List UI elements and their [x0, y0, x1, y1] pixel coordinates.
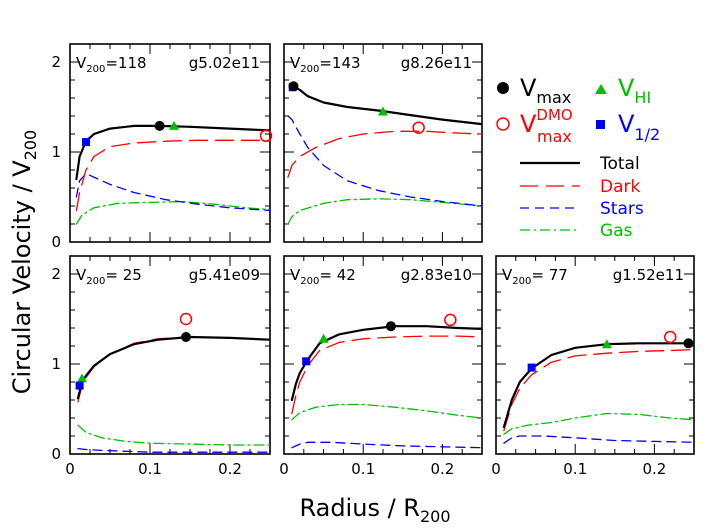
marker-vmax [288, 81, 299, 92]
panel-5: 0 0.1 0.2 V200= 77 g1.52e11 [491, 255, 695, 478]
panel-label: V200= 77 [502, 266, 568, 287]
curve-total [502, 342, 694, 429]
x-tick-label: 0 [65, 460, 75, 478]
panel-1: 0 1 2 V200=118 g5.02e11 [51, 43, 273, 251]
panel-curves [502, 342, 694, 444]
y-tick-label: 0 [51, 445, 61, 463]
panel-galaxy-id: g5.02e11 [189, 54, 260, 72]
marker-vhi [601, 339, 612, 349]
curve-total [75, 124, 270, 181]
legend-vmax-marker [497, 82, 509, 94]
marker-vmax-dmo [663, 330, 677, 344]
marker-vhalf [302, 357, 311, 366]
marker-vmax [683, 338, 694, 349]
x-tick-label: 0.1 [138, 460, 162, 478]
marker-vhalf [82, 138, 90, 147]
panel-label: V200= 42 [290, 266, 356, 287]
marker-vhi [77, 373, 87, 383]
panel-curves [75, 124, 270, 225]
legend-vhi-marker [595, 84, 607, 94]
marker-vmax-dmo [259, 129, 273, 143]
panel-galaxy-id: g1.52e11 [613, 266, 684, 284]
legend-vhi-label: VHI [618, 74, 651, 107]
x-tick-label: 0.1 [563, 460, 587, 478]
curve-gas [77, 424, 270, 446]
curve-stars [77, 447, 270, 453]
y-tick-label: 2 [51, 53, 61, 71]
x-tick-label: 0 [491, 460, 501, 478]
curve-gas [291, 403, 482, 421]
curve-total [290, 325, 482, 402]
panel-3: 0 0.1 0.2 0 1 2 V200= 25 g5.41e09 [51, 255, 271, 478]
marker-vhi [318, 333, 329, 343]
marker-vmax-dmo [412, 121, 425, 134]
x-axis-label: Radius / R200 [299, 494, 450, 526]
y-axis-label: Circular Velocity / V200 [8, 130, 40, 395]
legend-vmax-label: Vmax [520, 74, 571, 107]
x-tick-label: 0.2 [642, 460, 666, 478]
curve-gas [287, 198, 482, 225]
legend-total-label: Total [599, 154, 640, 174]
x-tick-label: 0.2 [218, 460, 242, 478]
curve-dark [75, 139, 270, 212]
panel-label: V200= 25 [76, 266, 142, 287]
marker-vhalf [75, 381, 84, 390]
legend-dark-label: Dark [600, 177, 640, 197]
y-tick-label: 2 [51, 265, 61, 283]
legend-stars-label: Stars [600, 199, 644, 219]
legend-vmaxdmo-label: VDMO max [520, 106, 573, 146]
panel-label: V200=118 [76, 54, 147, 75]
marker-vhi [169, 120, 179, 130]
panel-galaxy-id: g2.83e10 [401, 266, 472, 284]
legend-vhalf-label: V1/2 [618, 110, 660, 144]
marker-vhalf [527, 363, 536, 372]
panel-curves [76, 335, 270, 453]
x-tick-label: 0.2 [430, 460, 454, 478]
y-tick-label: 1 [51, 355, 61, 373]
panel-galaxy-id: g5.41e09 [189, 266, 260, 284]
x-tick-label: 0.1 [351, 460, 375, 478]
x-tick-label: 0 [279, 460, 289, 478]
legend: Vmax VHI VDMO max V1/2 Total Dark Stars G… [496, 74, 660, 241]
curve-stars [503, 435, 694, 444]
panel-4: 0 0.1 0.2 V200= 42 g2.83e10 [279, 255, 483, 478]
panel-galaxy-id: g8.26e11 [401, 54, 472, 72]
marker-vmax [154, 120, 165, 131]
panel-label: V200=143 [290, 54, 361, 75]
y-tick-label: 1 [51, 143, 61, 161]
legend-vhalf-marker [596, 120, 605, 129]
y-tick-label: 0 [51, 233, 61, 251]
curve-total [289, 85, 482, 126]
panel-2: V200=143 g8.26e11 [283, 43, 483, 243]
curve-stars [75, 172, 270, 212]
curve-dark [77, 336, 270, 403]
marker-vmax-dmo [179, 312, 193, 326]
marker-vmax-dmo [444, 313, 457, 327]
curve-gas [75, 200, 270, 225]
curve-stars [287, 115, 482, 207]
legend-gas-label: Gas [600, 221, 633, 241]
legend-vmaxdmo-marker [496, 117, 510, 131]
marker-vmax [385, 321, 396, 332]
panel-curves [290, 325, 482, 449]
curve-stars [291, 441, 482, 449]
marker-vhi [378, 106, 388, 116]
curve-gas [503, 412, 694, 435]
panel-curves [287, 85, 482, 225]
curve-dark [287, 130, 482, 178]
curve-dark [503, 348, 694, 432]
curve-total [76, 335, 270, 400]
marker-vmax [181, 332, 191, 342]
curve-dark [291, 335, 482, 415]
